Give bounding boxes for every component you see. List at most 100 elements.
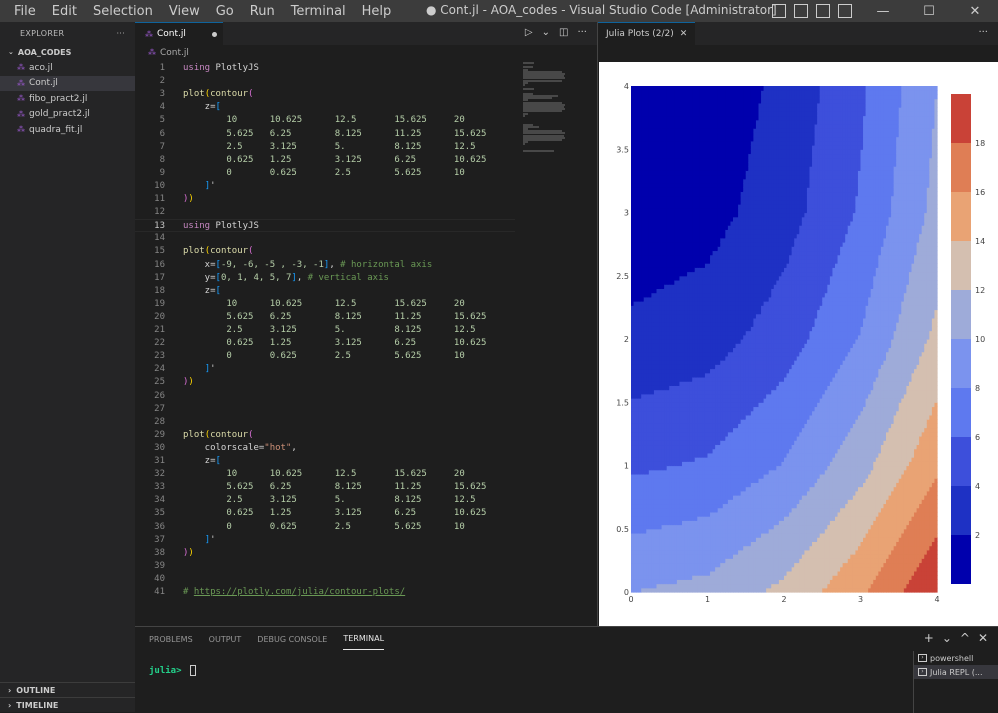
code-line[interactable]: 39 bbox=[135, 560, 515, 573]
code-line[interactable]: 27 bbox=[135, 403, 515, 416]
menu-item-file[interactable]: File bbox=[0, 4, 44, 19]
chevron-down-icon[interactable]: ⌄ bbox=[542, 27, 550, 38]
menu-item-run[interactable]: Run bbox=[242, 4, 283, 19]
menu-item-terminal[interactable]: Terminal bbox=[283, 4, 354, 19]
file-item[interactable]: ⁂quadra_fit.jl bbox=[0, 122, 135, 138]
code-line[interactable]: 11)) bbox=[135, 193, 515, 206]
tab-julia-plots[interactable]: Julia Plots (2/2) ✕ bbox=[598, 22, 695, 45]
code-line[interactable]: 33 5.625 6.25 8.125 11.25 15.625 bbox=[135, 481, 515, 494]
menu-item-edit[interactable]: Edit bbox=[44, 4, 85, 19]
customize-layout-icon[interactable] bbox=[838, 4, 852, 18]
new-terminal-icon[interactable]: + bbox=[924, 631, 934, 645]
code-line[interactable]: 9 0 0.625 2.5 5.625 10 bbox=[135, 167, 515, 180]
colorbar-band bbox=[951, 192, 971, 241]
code-line[interactable]: 24 ]' bbox=[135, 363, 515, 376]
minimap[interactable] bbox=[523, 62, 573, 162]
code-line[interactable]: 4 z=[ bbox=[135, 101, 515, 114]
code-line[interactable]: 12 bbox=[135, 206, 515, 219]
toggle-secondary-sidebar-icon[interactable] bbox=[816, 4, 830, 18]
code-line[interactable]: 18 z=[ bbox=[135, 285, 515, 298]
code-line[interactable]: 5 10 10.625 12.5 15.625 20 bbox=[135, 114, 515, 127]
code-line[interactable]: 36 0 0.625 2.5 5.625 10 bbox=[135, 521, 515, 534]
code-line[interactable]: 25)) bbox=[135, 376, 515, 389]
line-number: 16 bbox=[135, 259, 165, 272]
code-line[interactable]: 14 bbox=[135, 232, 515, 245]
line-number: 23 bbox=[135, 350, 165, 363]
file-item[interactable]: ⁂fibo_pract2.jl bbox=[0, 91, 135, 107]
code-line[interactable]: 8 0.625 1.25 3.125 6.25 10.625 bbox=[135, 154, 515, 167]
toggle-sidebar-icon[interactable] bbox=[772, 4, 786, 18]
maximize-panel-icon[interactable]: ^ bbox=[960, 631, 970, 645]
terminal-item[interactable]: ›powershell bbox=[914, 651, 998, 665]
breadcrumb-file[interactable]: Cont.jl bbox=[160, 48, 189, 58]
outline-section[interactable]: › OUTLINE bbox=[0, 682, 135, 697]
folder-aoa-codes[interactable]: ⌄ AOA_CODES bbox=[0, 44, 135, 60]
split-editor-icon[interactable]: ◫ bbox=[559, 27, 568, 38]
close-panel-icon[interactable]: ✕ bbox=[978, 631, 988, 645]
code-line[interactable]: 7 2.5 3.125 5. 8.125 12.5 bbox=[135, 141, 515, 154]
tab-problems[interactable]: PROBLEMS bbox=[149, 629, 193, 650]
close-tab-icon[interactable]: ✕ bbox=[680, 29, 688, 39]
tab-output[interactable]: OUTPUT bbox=[209, 629, 242, 650]
code-line[interactable]: 26 bbox=[135, 390, 515, 403]
code-line[interactable]: 37 ]' bbox=[135, 534, 515, 547]
code-line[interactable]: 22 0.625 1.25 3.125 6.25 10.625 bbox=[135, 337, 515, 350]
file-item[interactable]: ⁂Cont.jl bbox=[0, 76, 135, 92]
more-actions-icon[interactable]: ··· bbox=[978, 27, 988, 38]
minimize-button[interactable]: — bbox=[860, 0, 906, 22]
more-actions-icon[interactable]: ··· bbox=[577, 27, 587, 38]
code-line[interactable]: 38)) bbox=[135, 547, 515, 560]
code-line[interactable]: 2 bbox=[135, 75, 515, 88]
timeline-label: TIMELINE bbox=[16, 701, 58, 710]
code-line[interactable]: 40 bbox=[135, 573, 515, 586]
menu-item-help[interactable]: Help bbox=[354, 4, 400, 19]
terminal-prompt[interactable]: julia> bbox=[149, 665, 196, 676]
y-tick-label: 1.5 bbox=[616, 398, 629, 407]
tab-debug-console[interactable]: DEBUG CONSOLE bbox=[257, 629, 327, 650]
code-line[interactable]: 32 10 10.625 12.5 15.625 20 bbox=[135, 468, 515, 481]
terminal-dropdown-icon[interactable]: ⌄ bbox=[942, 631, 952, 645]
code-line[interactable]: 41# https://plotly.com/julia/contour-plo… bbox=[135, 586, 515, 599]
x-tick-label: 4 bbox=[934, 595, 939, 604]
code-line[interactable]: 28 bbox=[135, 416, 515, 429]
code-line[interactable]: 21 2.5 3.125 5. 8.125 12.5 bbox=[135, 324, 515, 337]
menu-item-go[interactable]: Go bbox=[208, 4, 242, 19]
code-line[interactable]: 35 0.625 1.25 3.125 6.25 10.625 bbox=[135, 507, 515, 520]
file-item[interactable]: ⁂aco.jl bbox=[0, 60, 135, 76]
toggle-panel-icon[interactable] bbox=[794, 4, 808, 18]
explorer-more-button[interactable]: ··· bbox=[116, 29, 125, 38]
file-item[interactable]: ⁂gold_pract2.jl bbox=[0, 107, 135, 123]
code-line[interactable]: 17 y=[0, 1, 4, 5, 7], # vertical axis bbox=[135, 272, 515, 285]
close-window-button[interactable]: ✕ bbox=[952, 0, 998, 22]
colorbar-band bbox=[951, 535, 971, 584]
colorbar-band bbox=[951, 388, 971, 437]
tab-terminal[interactable]: TERMINAL bbox=[343, 628, 384, 650]
line-text: ]' bbox=[183, 363, 216, 376]
maximize-button[interactable]: ☐ bbox=[906, 0, 952, 22]
line-text: ]' bbox=[183, 534, 216, 547]
code-line[interactable]: 31 z=[ bbox=[135, 455, 515, 468]
unsaved-dot-icon[interactable] bbox=[212, 32, 217, 37]
menu-item-selection[interactable]: Selection bbox=[85, 4, 161, 19]
code-line[interactable]: 16 x=[-9, -6, -5 , -3, -1], # horizontal… bbox=[135, 259, 515, 272]
code-line[interactable]: 23 0 0.625 2.5 5.625 10 bbox=[135, 350, 515, 363]
code-line[interactable]: 30 colorscale="hot", bbox=[135, 442, 515, 455]
editor-scrollbar[interactable] bbox=[590, 62, 597, 626]
timeline-section[interactable]: › TIMELINE bbox=[0, 697, 135, 712]
run-icon[interactable]: ▷ bbox=[525, 27, 533, 38]
tab-cont-jl[interactable]: ⁂ Cont.jl bbox=[135, 22, 223, 45]
menu-item-view[interactable]: View bbox=[161, 4, 208, 19]
code-line[interactable]: 34 2.5 3.125 5. 8.125 12.5 bbox=[135, 494, 515, 507]
code-line[interactable]: 20 5.625 6.25 8.125 11.25 15.625 bbox=[135, 311, 515, 324]
code-line[interactable]: 10 ]' bbox=[135, 180, 515, 193]
code-line[interactable]: 19 10 10.625 12.5 15.625 20 bbox=[135, 298, 515, 311]
code-line[interactable]: 6 5.625 6.25 8.125 11.25 15.625 bbox=[135, 128, 515, 141]
terminal-item[interactable]: ›Julia REPL (... bbox=[914, 665, 998, 679]
